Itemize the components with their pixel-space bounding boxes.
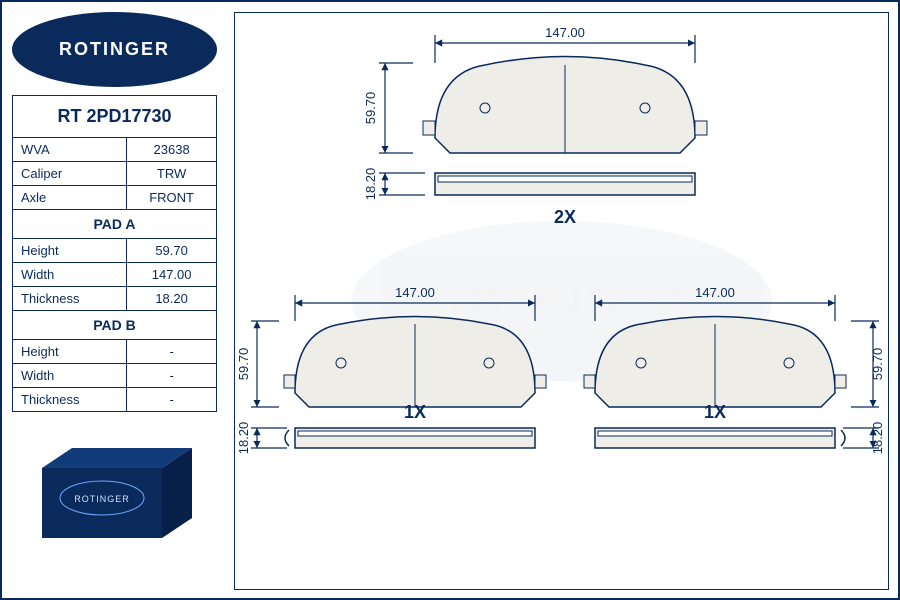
dim-width: 147.00 <box>545 25 585 40</box>
svg-text:59.70: 59.70 <box>236 348 251 381</box>
qty-label: 2X <box>554 207 576 227</box>
table-row: Height59.70 <box>13 239 217 263</box>
spec-table: RT 2PD17730 WVA23638 CaliperTRW AxleFRON… <box>12 95 217 412</box>
part-number: RT 2PD17730 <box>13 96 217 138</box>
svg-text:147.00: 147.00 <box>395 285 435 300</box>
brand-logo: ROTINGER <box>12 12 217 87</box>
pad-b-header: PAD B <box>13 311 217 340</box>
svg-text:147.00: 147.00 <box>695 285 735 300</box>
table-row: Thickness18.20 <box>13 287 217 311</box>
pad-a-header: PAD A <box>13 210 217 239</box>
svg-text:18.20: 18.20 <box>236 422 251 455</box>
product-box-image: ROTINGER <box>12 418 217 538</box>
left-panel: ROTINGER RT 2PD17730 WVA23638 CaliperTRW… <box>12 12 217 538</box>
table-row: Width147.00 <box>13 263 217 287</box>
svg-text:59.70: 59.70 <box>870 348 885 381</box>
table-row: WVA23638 <box>13 138 217 162</box>
svg-text:ROTINGER: ROTINGER <box>74 494 130 504</box>
svg-text:1X: 1X <box>404 402 426 422</box>
dim-height: 59.70 <box>363 92 378 125</box>
table-row: CaliperTRW <box>13 162 217 186</box>
svg-text:1X: 1X <box>704 402 726 422</box>
table-row: AxleFRONT <box>13 186 217 210</box>
table-row: Height- <box>13 340 217 364</box>
dim-thickness: 18.20 <box>363 168 378 201</box>
technical-drawing: ROTINGER 147.00 <box>234 12 889 590</box>
table-row: Width- <box>13 364 217 388</box>
svg-text:18.20: 18.20 <box>870 422 885 455</box>
table-row: Thickness- <box>13 388 217 412</box>
